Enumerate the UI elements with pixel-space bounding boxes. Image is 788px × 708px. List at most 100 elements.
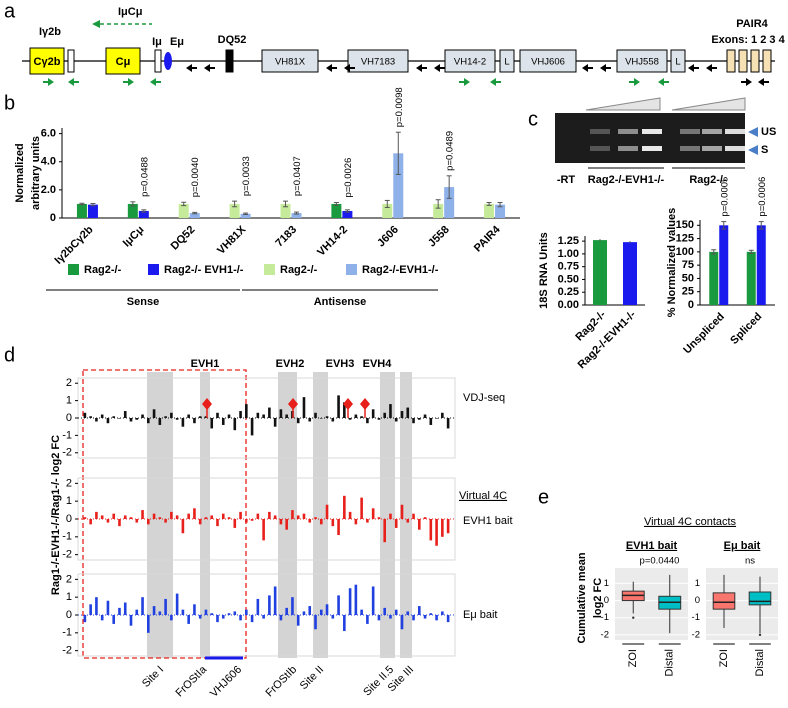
bar [423,414,427,418]
y-tick-label: -2 [62,549,72,561]
y-tick-label: 2.0 [41,184,56,196]
y-tick-label: 1 [695,578,700,589]
locus-element [499,49,515,73]
bar [227,613,231,615]
y-tick-label: 1 [66,495,72,507]
y-tick-label: 0.75 [558,261,579,273]
bar [429,418,433,425]
p-value: p=0.0026 [343,158,354,198]
bar [314,517,317,519]
bar [118,519,121,527]
locus-label: Cμ [116,56,131,68]
gel-band [680,146,700,151]
bar [135,418,139,420]
locus-label: Cγ2b [34,56,61,68]
group-label: Sense [127,296,159,308]
bar [354,519,358,525]
bar [382,203,393,218]
bar [291,213,302,218]
bar [170,615,173,621]
panel-title: Virtual 4C contacts [644,516,737,528]
bar [435,418,438,419]
track-name: Eμ bait [463,609,497,621]
y-tick-label: -1 [601,612,609,623]
bar [216,615,219,623]
bar [331,519,335,527]
y-tick-label: 25 [682,286,694,298]
bar [435,519,438,546]
lane-label: Rag2-/- [689,174,727,186]
wedge [671,97,746,111]
legend-label: Rag2-/- EVH1-/- [164,264,244,276]
bar [106,600,110,615]
locus-label: PAIR4 [736,18,768,30]
locus-label: VHJ558 [625,57,659,68]
region-shade [380,372,395,658]
x-tick-label: Distal [754,649,766,677]
bar [279,615,283,621]
zoi-box [82,369,247,659]
arrow-head [204,64,210,72]
gel-band [590,129,610,134]
bar [325,416,329,418]
bar [383,412,386,418]
y-tick-label: 1 [66,395,72,407]
bar [268,407,271,418]
bar [127,203,138,218]
arrow-head [128,78,134,86]
bar [719,225,729,305]
box [748,591,772,606]
bar [135,519,139,523]
bar [187,513,190,519]
bar [123,515,127,519]
bar [406,611,410,615]
locus-label: Eμ [170,36,184,48]
p-value: p=0.0407 [292,156,303,196]
bar [371,409,375,418]
bar [221,615,225,619]
peak-marker [202,398,212,410]
bar [262,414,265,418]
arrow-head [490,78,496,86]
bar [296,515,300,519]
gel-band [642,129,662,134]
bar [484,203,495,218]
gel-band [702,129,722,134]
bar [412,418,415,424]
y-tick-label: 0 [66,513,72,525]
p-value: p=0.0488 [139,157,150,197]
bar [181,519,185,534]
bar [296,418,300,424]
y-tick-label: 75 [682,259,694,271]
locus-label: DQ52 [218,34,247,46]
enhancer [164,52,172,70]
locus-label: L [504,57,509,68]
arrow-head [658,78,664,86]
bar [210,613,214,615]
band-pointer [748,127,758,137]
bar [389,513,392,519]
bar [256,513,260,519]
y-tick-label: 1.25 [558,235,579,247]
locus-label: Exons: 1 2 3 4 [711,34,785,46]
bar [89,604,92,615]
bar [325,504,329,519]
bar [285,519,288,530]
bar [273,418,277,427]
y-tick-label: -2 [692,629,700,640]
region-shade [400,372,412,658]
bar [193,508,196,519]
bar [210,515,214,519]
y-tick-label: 0 [66,609,72,621]
bar [170,511,173,519]
locus-label: VH7183 [361,57,395,68]
bar [216,412,219,418]
y-tick-label: 0.25 [558,286,579,298]
gel-band [642,146,662,151]
bar [446,418,450,429]
x-tick-label: Distal [664,649,676,677]
y-tick-label: 0.00 [558,299,579,311]
p-value: p=0.0040 [190,157,201,197]
p-value: p=0.0098 [394,87,405,127]
bar [433,203,444,218]
